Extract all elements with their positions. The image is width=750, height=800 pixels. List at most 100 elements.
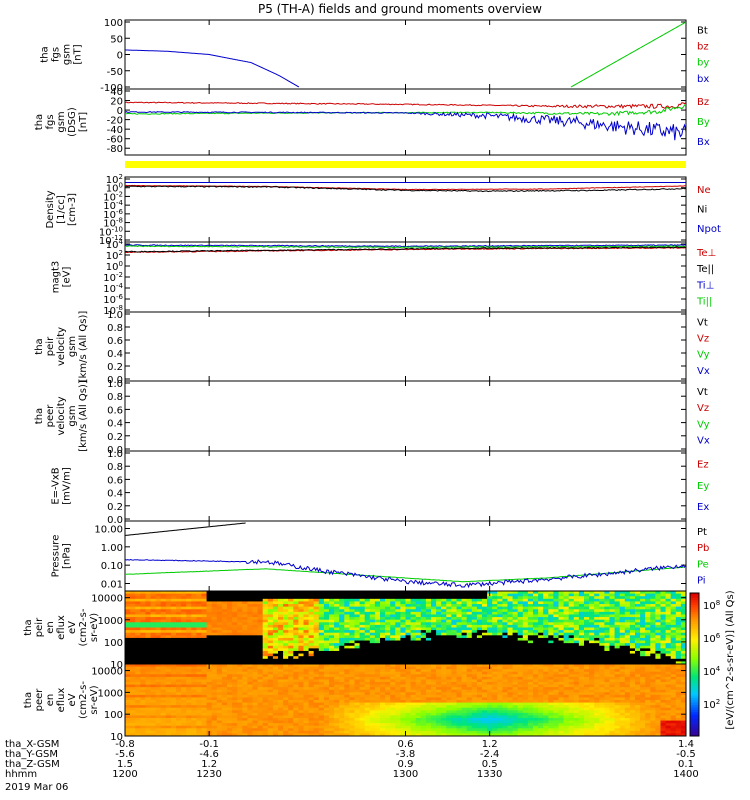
spectrogram-cell bbox=[130, 733, 136, 737]
y-tick-label: -40 bbox=[107, 125, 123, 136]
spectrogram-cell bbox=[283, 614, 289, 618]
spectrogram-cell bbox=[323, 601, 330, 605]
spectrogram-cell bbox=[186, 617, 192, 621]
spectrogram-cell bbox=[252, 643, 258, 647]
spectrogram-cell bbox=[165, 733, 172, 737]
spectrogram-cell bbox=[252, 679, 258, 683]
spectrogram-cell bbox=[589, 619, 595, 623]
spectrogram-cell bbox=[568, 645, 575, 649]
spectrogram-cell bbox=[257, 666, 264, 670]
spectrogram-cell bbox=[211, 624, 218, 628]
spectrogram-cell bbox=[155, 661, 162, 665]
spectrogram-cell bbox=[318, 653, 325, 657]
spectrogram-cell bbox=[369, 637, 376, 641]
spectrogram-cell bbox=[410, 591, 417, 595]
spectrogram-cell bbox=[252, 723, 258, 727]
spectrogram-cell bbox=[201, 687, 207, 691]
spectrogram-cell bbox=[201, 601, 207, 605]
spectrogram-cell bbox=[640, 593, 646, 597]
spectrogram-cell bbox=[186, 674, 192, 678]
spectrogram-cell bbox=[206, 635, 213, 639]
spectrogram-cell bbox=[482, 635, 488, 639]
spectrogram-cell bbox=[216, 604, 223, 608]
spectrogram-cell bbox=[170, 733, 177, 737]
spectrogram-cell bbox=[329, 611, 335, 615]
spectrogram-cell bbox=[150, 650, 156, 654]
spectrogram-cell bbox=[237, 689, 243, 693]
spectrogram-cell bbox=[334, 733, 340, 737]
spectrogram-cell bbox=[278, 598, 284, 602]
spectrogram-cell bbox=[517, 661, 524, 665]
spectrogram-cell bbox=[211, 650, 218, 654]
spectrogram-cell bbox=[237, 715, 243, 719]
spectrogram-cell bbox=[584, 622, 590, 626]
spectrogram-cell bbox=[267, 617, 274, 621]
spectrogram-cell bbox=[624, 658, 631, 662]
spectrogram-cell bbox=[497, 653, 503, 657]
spectrogram-cell bbox=[140, 700, 146, 703]
spectrogram-cell bbox=[232, 715, 238, 719]
spectrogram-cell bbox=[344, 689, 350, 693]
spectrogram-cell bbox=[568, 650, 575, 654]
spectrogram-cell bbox=[329, 606, 335, 610]
spectrogram-cell bbox=[252, 730, 258, 734]
spectrogram-cell bbox=[211, 707, 218, 711]
spectrogram-cell bbox=[456, 656, 462, 660]
spectrogram-cell bbox=[181, 624, 187, 628]
y-axis-label: Pressure bbox=[51, 535, 62, 578]
spectrogram-cell bbox=[211, 730, 218, 734]
spectrogram-cell bbox=[216, 661, 223, 665]
spectrogram-cell bbox=[369, 593, 376, 597]
spectrogram-cell bbox=[176, 730, 182, 734]
spectrogram-cell bbox=[675, 650, 682, 654]
spectrogram-cell bbox=[201, 725, 207, 729]
spectrogram-cell bbox=[278, 614, 284, 618]
spectrogram-cell bbox=[150, 692, 156, 696]
spectrogram-cell bbox=[278, 669, 284, 673]
spectrogram-cell bbox=[339, 617, 345, 621]
spectrogram-cell bbox=[308, 609, 315, 613]
spectrogram-cell bbox=[533, 632, 539, 636]
spectrogram-cell bbox=[272, 710, 279, 714]
spectrogram-cell bbox=[130, 730, 136, 734]
spectrogram-cell bbox=[563, 596, 570, 600]
spectrogram-cell bbox=[354, 632, 360, 636]
spectrogram-cell bbox=[242, 627, 248, 631]
spectrogram-cell bbox=[461, 609, 468, 613]
spectrogram-cell bbox=[191, 687, 197, 691]
spectrogram-cell bbox=[619, 653, 626, 657]
spectrogram-cell bbox=[252, 676, 258, 680]
legend-Vt: Vt bbox=[697, 387, 708, 398]
spectrogram-cell bbox=[436, 643, 442, 647]
spectrogram-cell bbox=[431, 611, 437, 615]
spectrogram-cell bbox=[344, 684, 350, 688]
spectrogram-cell bbox=[533, 637, 539, 641]
spectrogram-cell bbox=[497, 637, 503, 641]
spectrogram-cell bbox=[191, 692, 197, 696]
spectrogram-cell bbox=[339, 718, 345, 721]
spectrogram-cell bbox=[650, 614, 656, 618]
spectrogram-cell bbox=[655, 648, 661, 652]
spectrogram-cell bbox=[334, 687, 340, 691]
spectrogram-cell bbox=[364, 694, 371, 698]
spectrogram-cell bbox=[293, 619, 299, 623]
spectrogram-cell bbox=[410, 627, 417, 631]
spectrogram-cell bbox=[466, 591, 473, 595]
spectrogram-cell bbox=[130, 609, 136, 613]
spectrogram-cell bbox=[614, 619, 621, 623]
spectrogram-cell bbox=[369, 725, 376, 729]
spectrogram-cell bbox=[206, 650, 213, 654]
spectrogram-cell bbox=[635, 643, 641, 647]
spectrogram-cell bbox=[272, 720, 279, 724]
spectrogram-cell bbox=[441, 648, 447, 652]
spectrogram-cell bbox=[227, 604, 233, 608]
spectrogram-cell bbox=[298, 614, 304, 618]
spectrogram-cell bbox=[125, 682, 131, 685]
spectrogram-cell bbox=[425, 611, 432, 615]
spectrogram-cell bbox=[267, 656, 274, 660]
legend-Ni: Ni bbox=[697, 205, 707, 216]
spectrogram-cell bbox=[619, 645, 626, 649]
spectrogram-cell bbox=[339, 632, 345, 636]
spectrogram-cell bbox=[548, 624, 554, 628]
